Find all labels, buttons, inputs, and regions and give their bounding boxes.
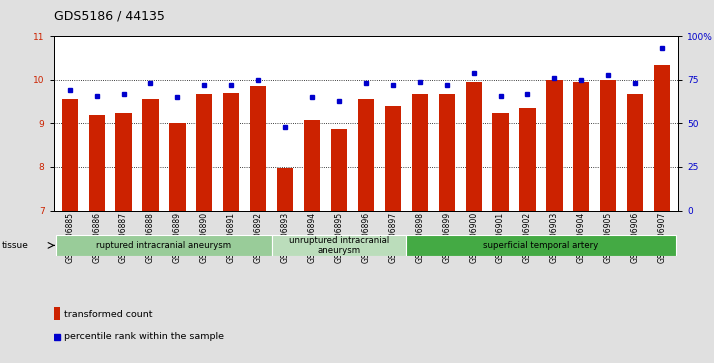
Bar xyxy=(519,108,536,211)
Bar xyxy=(56,235,271,256)
Bar xyxy=(142,99,159,211)
Bar xyxy=(116,113,131,211)
Bar xyxy=(304,121,320,211)
Bar xyxy=(546,80,563,211)
Bar xyxy=(250,86,266,211)
Bar xyxy=(331,129,347,211)
Bar xyxy=(466,82,482,211)
Bar xyxy=(493,113,508,211)
Text: ruptured intracranial aneurysm: ruptured intracranial aneurysm xyxy=(96,241,231,250)
Bar xyxy=(627,94,643,211)
Bar xyxy=(61,99,78,211)
Bar xyxy=(196,94,213,211)
Bar xyxy=(654,65,670,211)
Bar xyxy=(385,106,401,211)
Text: percentile rank within the sample: percentile rank within the sample xyxy=(64,332,223,341)
Bar xyxy=(412,94,428,211)
Text: GDS5186 / 44135: GDS5186 / 44135 xyxy=(54,9,164,22)
Bar xyxy=(358,99,374,211)
Bar xyxy=(573,82,590,211)
Bar xyxy=(271,235,406,256)
Text: unruptured intracranial
aneurysm: unruptured intracranial aneurysm xyxy=(289,236,389,255)
Bar xyxy=(406,235,675,256)
Bar xyxy=(223,93,239,211)
Bar xyxy=(600,80,616,211)
Text: transformed count: transformed count xyxy=(64,310,152,318)
Bar xyxy=(54,307,60,320)
Text: tissue: tissue xyxy=(2,241,29,249)
Bar xyxy=(169,123,186,211)
Bar xyxy=(438,94,455,211)
Bar xyxy=(89,115,105,211)
Bar xyxy=(277,168,293,211)
Text: superficial temporal artery: superficial temporal artery xyxy=(483,241,598,250)
